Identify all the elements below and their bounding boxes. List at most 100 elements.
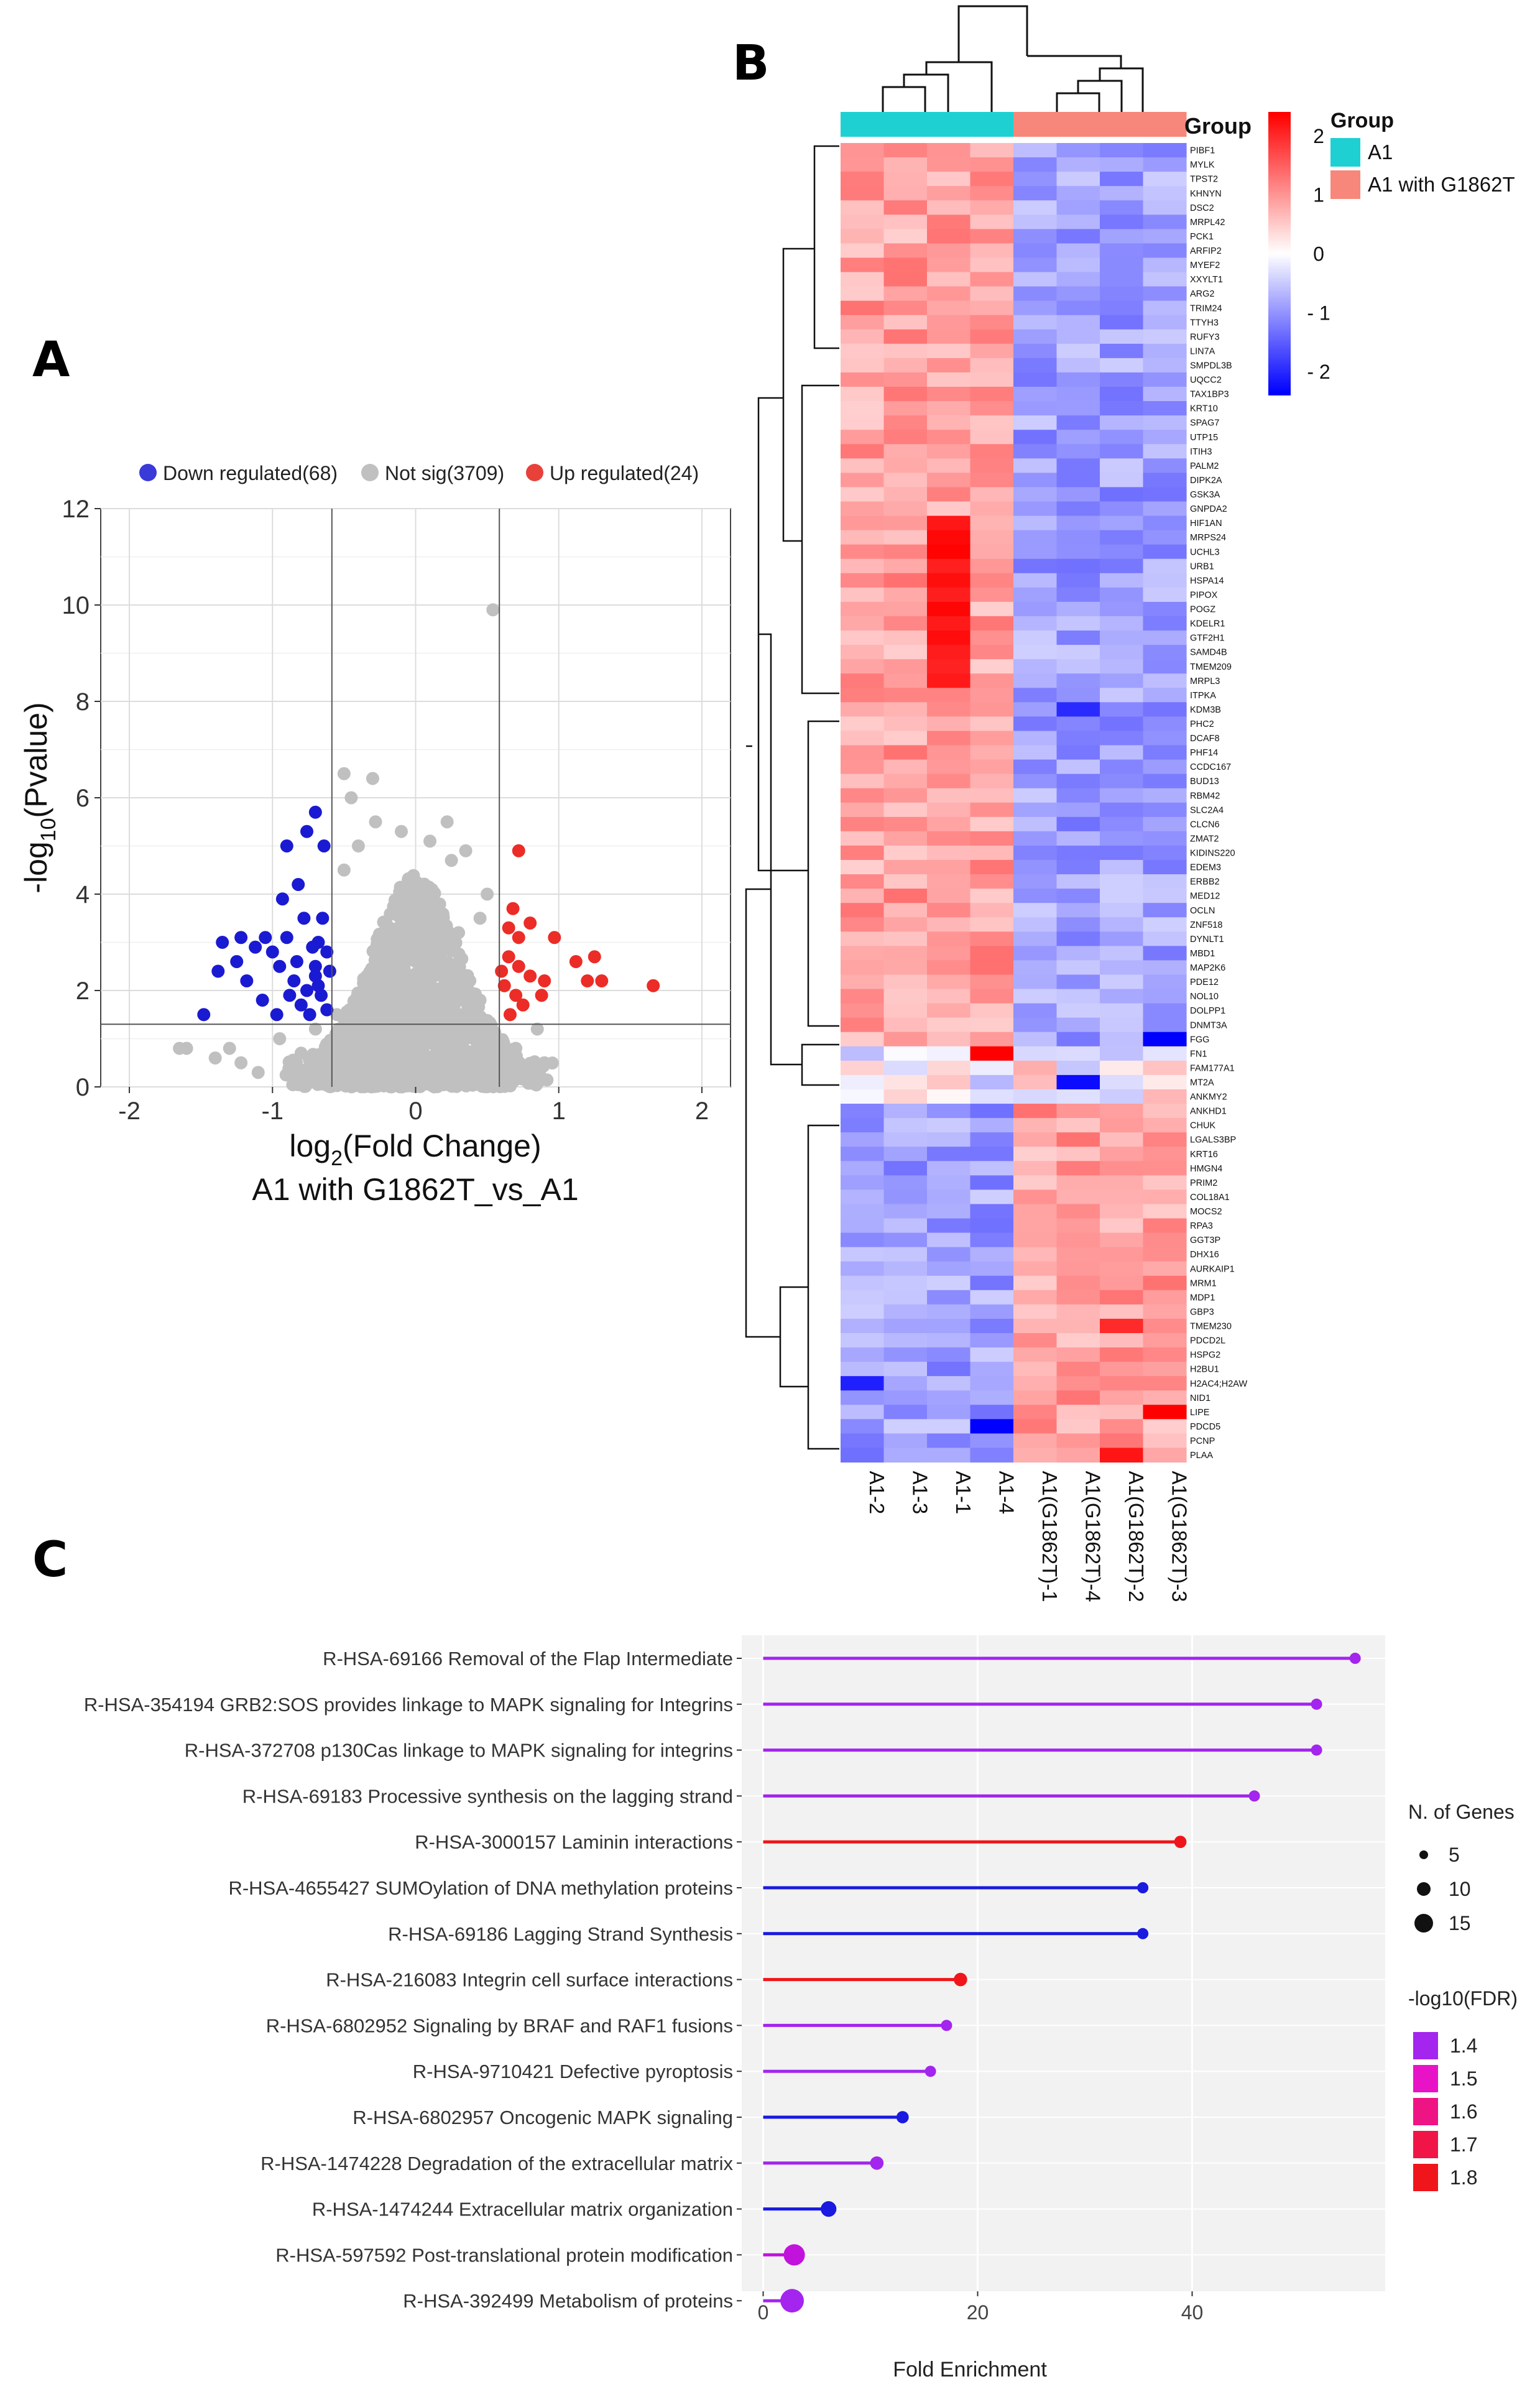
heatmap-group-annotation-cell [1056, 112, 1100, 137]
heatmap-cell [927, 215, 971, 229]
heatmap-cell [1013, 1060, 1058, 1076]
heatmap-cell [1143, 1204, 1187, 1219]
volcano-point-notsig [538, 1056, 551, 1069]
heatmap-cell [1100, 300, 1144, 316]
heatmap-cell [883, 544, 928, 560]
volcano-point-up [647, 979, 660, 992]
volcano-point-notsig [336, 1077, 350, 1091]
volcano-point-notsig [389, 994, 402, 1007]
heatmap-cell [883, 172, 928, 187]
group-legend-swatch [1330, 138, 1360, 167]
heatmap-row-label: CCDC167 [1190, 762, 1231, 772]
heatmap-cell [1056, 788, 1100, 803]
heatmap-cell [1100, 874, 1144, 889]
heatmap-cell [970, 1046, 1014, 1061]
color-legend-swatch [1413, 2164, 1438, 2191]
volcano-point-down [280, 931, 293, 944]
heatmap-cell [927, 974, 971, 990]
heatmap-cell [1013, 544, 1058, 560]
heatmap-cell [1056, 1362, 1100, 1377]
heatmap-cell [1013, 788, 1058, 803]
heatmap-cell [970, 1175, 1014, 1190]
heatmap-row-label: HSPG2 [1190, 1351, 1220, 1360]
heatmap-row-label: POGZ [1190, 605, 1215, 615]
colorbar-segment [1268, 185, 1291, 188]
heatmap-cell [1056, 515, 1100, 531]
heatmap-row-label: UCHL3 [1190, 547, 1220, 557]
heatmap-cell [1056, 1175, 1100, 1190]
heatmap-cell [1143, 917, 1187, 932]
volcano-point-notsig [397, 903, 411, 917]
volcano-point-notsig [440, 815, 454, 829]
heatmap-cell [1056, 573, 1100, 588]
volcano-point-notsig [223, 1041, 236, 1055]
colorbar-segment [1268, 390, 1291, 394]
heatmap-cell [1013, 1332, 1058, 1348]
heatmap-cell [1056, 774, 1100, 789]
heatmap-cell [883, 645, 928, 660]
colorbar-segment [1268, 345, 1291, 349]
heatmap-cell [970, 286, 1014, 302]
colorbar-tick-label: 2 [1313, 125, 1324, 147]
heatmap-cell [1013, 860, 1058, 875]
heatmap-cell [841, 645, 885, 660]
heatmap-cell [970, 745, 1014, 760]
heatmap-cell [1100, 1032, 1144, 1047]
volcano-point-notsig [457, 981, 471, 994]
heatmap-cell [970, 272, 1014, 287]
heatmap-cell [1143, 1189, 1187, 1205]
heatmap-cell [841, 802, 885, 818]
volcano-x-tick-label: 0 [408, 1097, 422, 1125]
heatmap-cell [1013, 889, 1058, 903]
heatmap-cell [1143, 415, 1187, 430]
heatmap-cell [1100, 1003, 1144, 1018]
heatmap-cell [1056, 917, 1100, 932]
color-legend-swatch [1413, 2131, 1438, 2158]
heatmap-row-label: MOCS2 [1190, 1207, 1222, 1217]
heatmap-cell [1056, 601, 1100, 617]
heatmap-cell [927, 1204, 971, 1219]
heatmap-cell [970, 515, 1014, 531]
colorbar-segment [1268, 208, 1291, 212]
heatmap-cell [970, 1032, 1014, 1047]
heatmap-cell [1100, 243, 1144, 259]
heatmap-cell [883, 874, 928, 889]
heatmap-cell [883, 1017, 928, 1033]
heatmap-cell [1013, 716, 1058, 732]
heatmap-cell [970, 1362, 1014, 1377]
enrichment-point [1349, 1653, 1361, 1664]
colorbar-segment [1268, 371, 1291, 374]
heatmap-row-label: ZNF518 [1190, 920, 1222, 930]
heatmap-cell [1013, 215, 1058, 229]
heatmap-cell [1143, 946, 1187, 961]
colorbar-segment [1268, 352, 1291, 356]
heatmap-row-label: RBM42 [1190, 791, 1220, 801]
heatmap-cell [927, 1362, 971, 1377]
heatmap-cell [927, 172, 971, 187]
colorbar-segment [1268, 357, 1291, 361]
heatmap-cell [970, 1390, 1014, 1405]
volcano-point-notsig [297, 1079, 310, 1092]
heatmap-cell [1143, 816, 1187, 832]
heatmap-row-label: PDE12 [1190, 977, 1219, 987]
colorbar-segment [1268, 349, 1291, 353]
heatmap-cell [1013, 1347, 1058, 1362]
heatmap-cell [1100, 931, 1144, 946]
heatmap-cell [1056, 272, 1100, 287]
heatmap-cell [970, 401, 1014, 416]
volcano-point-notsig [440, 938, 454, 952]
volcano-point-notsig [486, 603, 500, 617]
heatmap-row-label: TAX1BP3 [1190, 390, 1229, 400]
heatmap-cell [1143, 1017, 1187, 1033]
heatmap-row-label: RUFY3 [1190, 332, 1220, 342]
heatmap-cell [841, 745, 885, 760]
heatmap-cell [883, 515, 928, 531]
heatmap-cell [927, 1247, 971, 1262]
heatmap-row-label: SMPDL3B [1190, 361, 1232, 371]
heatmap-cell [1013, 1419, 1058, 1434]
heatmap-row-label: GSK3A [1190, 490, 1220, 500]
heatmap-cell [1100, 415, 1144, 430]
colorbar-segment [1268, 116, 1291, 120]
colorbar-segment [1268, 300, 1291, 304]
heatmap-cell [1013, 645, 1058, 660]
